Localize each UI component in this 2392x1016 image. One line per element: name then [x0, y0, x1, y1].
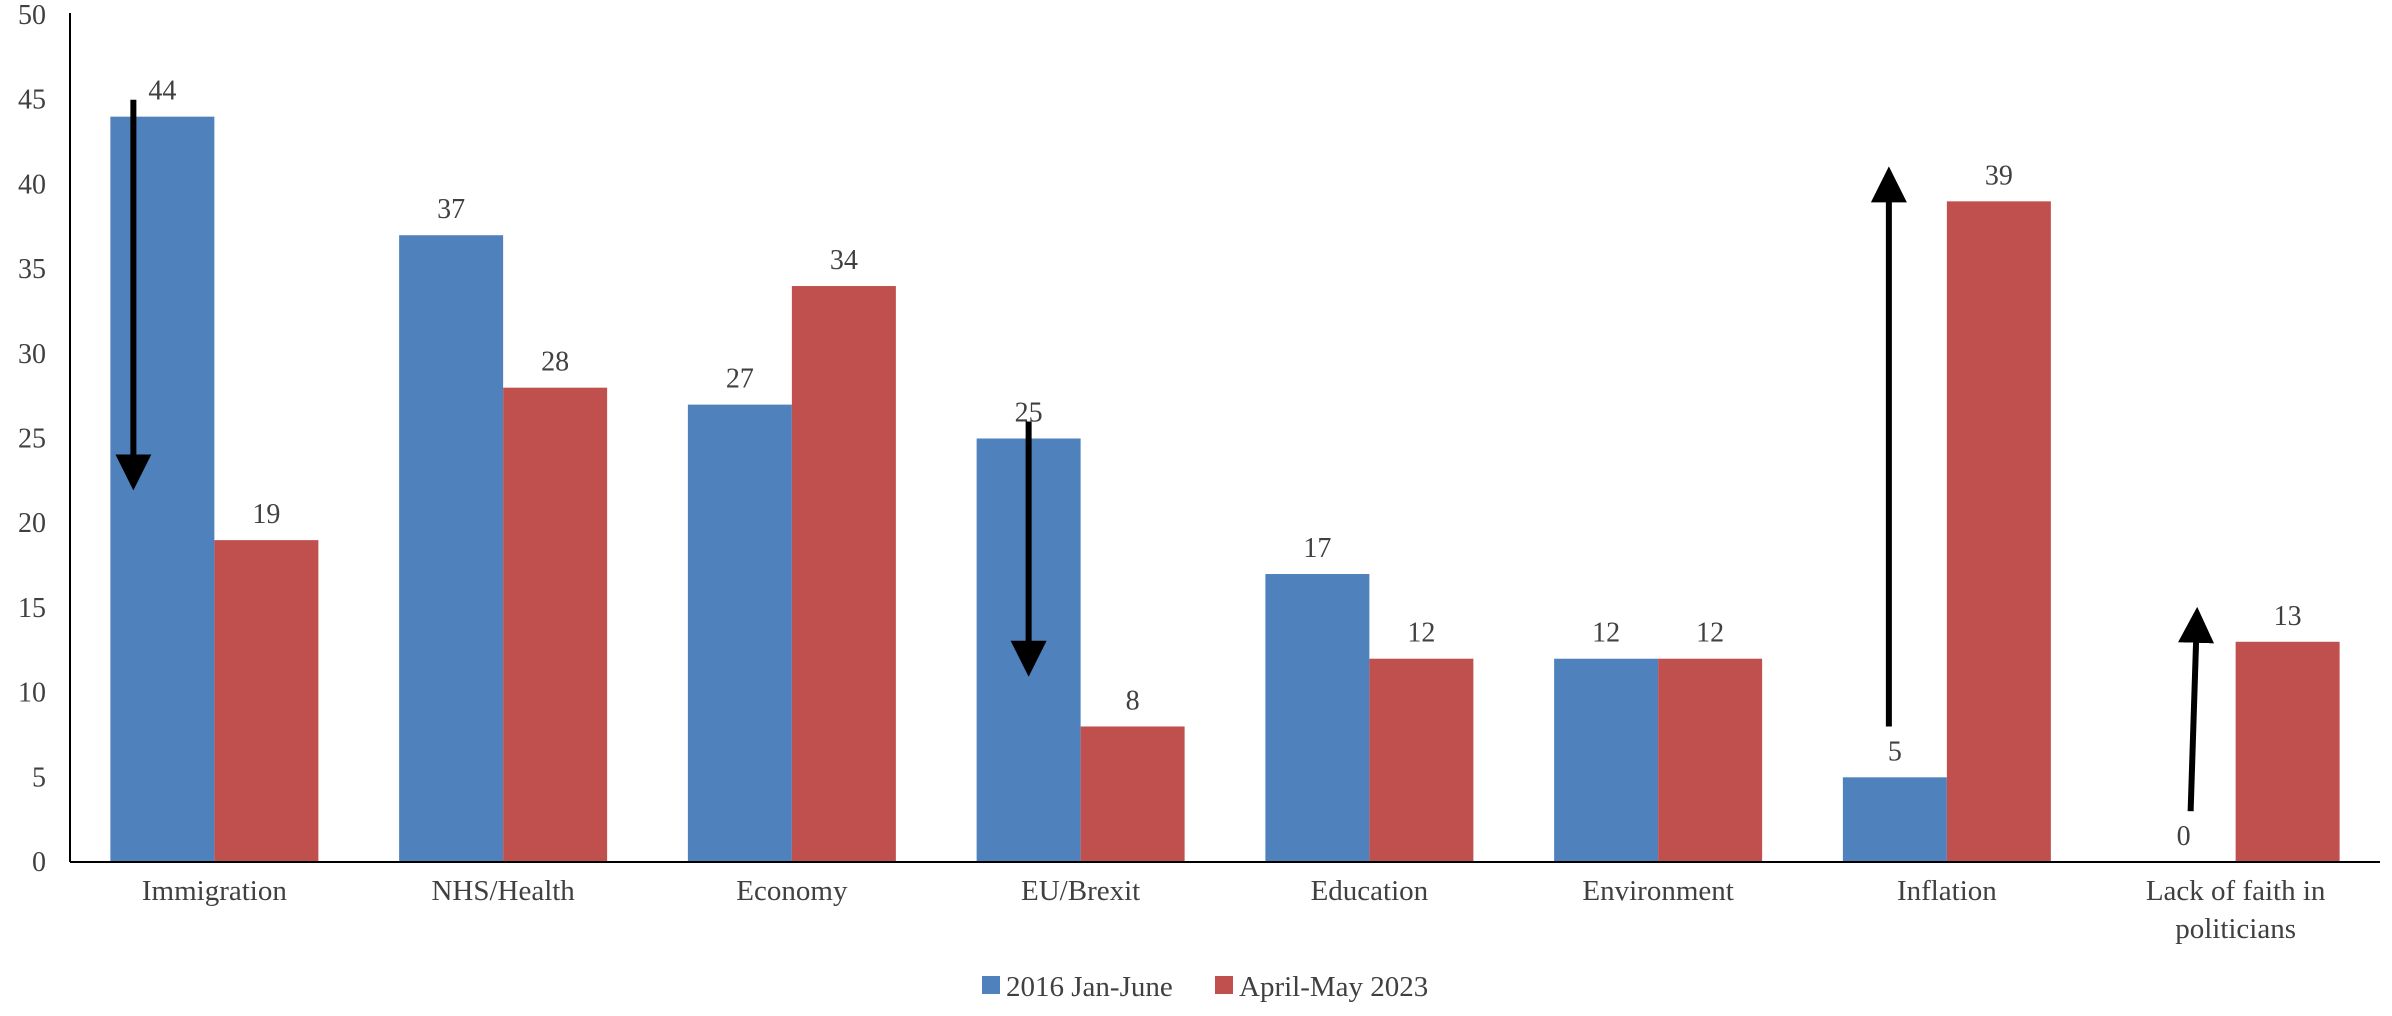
data-label: 8	[1126, 685, 1140, 716]
x-tick-label: EU/Brexit	[1021, 875, 1140, 907]
x-tick-label: Lack of faith in	[2146, 875, 2326, 907]
arrow-up	[2178, 606, 2215, 812]
bar-series-1	[110, 116, 215, 862]
y-tick-label: 20	[18, 508, 46, 539]
x-tick-label: Inflation	[1897, 875, 1997, 907]
x-axis-labels: Immigration NHS/Health Economy EU/Brexit Edu…	[142, 875, 2326, 945]
annotation-arrows	[115, 99, 2215, 812]
y-tick-label: 5	[32, 762, 46, 793]
bar-series-1	[687, 404, 792, 862]
data-label: 12	[1696, 618, 1724, 649]
data-label: 44	[148, 76, 176, 107]
bar-series-2	[214, 540, 319, 862]
y-tick-label: 30	[18, 339, 46, 370]
x-tick-label: politicians	[2175, 913, 2296, 945]
data-label: 0	[2177, 821, 2191, 852]
bars	[110, 116, 2340, 863]
x-tick-label: Economy	[736, 875, 848, 907]
x-tick-label: Environment	[1582, 875, 1733, 907]
legend-swatch	[1215, 976, 1233, 994]
data-label: 13	[2274, 601, 2302, 632]
y-tick-label: 50	[18, 0, 46, 31]
legend-label: 2016 Jan-June	[1006, 971, 1173, 1003]
y-tick-label: 40	[18, 169, 46, 200]
data-label: 34	[830, 245, 858, 276]
bar-series-2	[1080, 726, 1185, 862]
data-label: 37	[437, 194, 465, 225]
data-label: 39	[1985, 160, 2013, 191]
data-label: 17	[1303, 533, 1331, 564]
bar-series-2	[2235, 641, 2340, 862]
y-tick-label: 10	[18, 678, 46, 709]
legend-swatch	[982, 976, 1000, 994]
axes	[69, 13, 2380, 863]
bar-series-2	[1369, 658, 1474, 862]
y-axis-ticks: 0 5 10 15 20 25 30 35 40 45 50	[18, 0, 46, 878]
bar-series-2	[1946, 201, 2051, 863]
y-tick-label: 0	[32, 847, 46, 878]
data-label: 28	[541, 347, 569, 378]
data-label: 12	[1407, 618, 1435, 649]
bar-series-2	[1658, 658, 1763, 862]
legend-label: April-May 2023	[1239, 971, 1428, 1003]
y-tick-label: 25	[18, 424, 46, 455]
x-tick-label: Immigration	[142, 875, 287, 907]
data-label: 5	[1888, 736, 1902, 767]
legend: 2016 Jan-June April-May 2023	[982, 971, 1428, 1003]
bar-series-1	[399, 235, 504, 863]
data-label: 19	[252, 499, 280, 530]
data-label: 12	[1592, 618, 1620, 649]
bar-series-2	[791, 286, 896, 862]
data-label: 27	[726, 364, 754, 395]
x-tick-label: Education	[1311, 875, 1429, 907]
bar-series-1	[1842, 777, 1947, 862]
bar-series-1	[1554, 658, 1659, 862]
bar-series-1	[1265, 574, 1370, 862]
bar-series-2	[503, 387, 608, 862]
x-tick-label: NHS/Health	[431, 875, 575, 907]
y-tick-label: 35	[18, 254, 46, 285]
y-tick-label: 45	[18, 85, 46, 116]
y-tick-label: 15	[18, 593, 46, 624]
